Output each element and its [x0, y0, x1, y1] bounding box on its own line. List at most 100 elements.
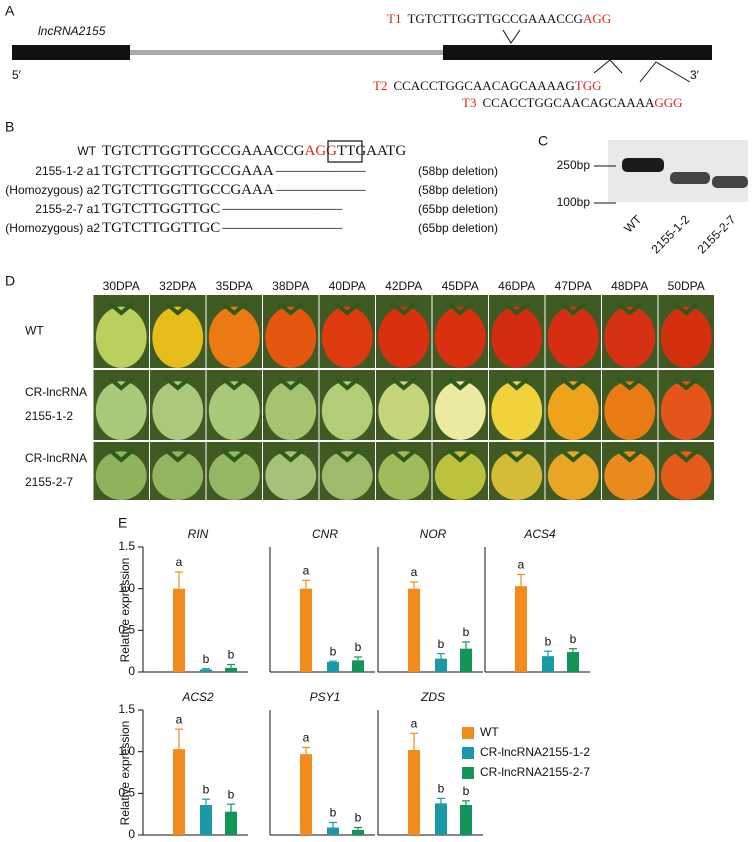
- calyx: [672, 376, 700, 391]
- fruit: [434, 381, 486, 440]
- calyx: [616, 448, 644, 463]
- lane-label: WT: [621, 212, 645, 236]
- stage-label: 48DPA: [611, 279, 648, 293]
- sequence-part: TGTCTTGGTTGCCGAAA: [102, 182, 274, 198]
- fruit: [491, 306, 543, 368]
- cut-site: [502, 29, 521, 44]
- deletion-gap: ––––––––––––––––: [221, 220, 343, 236]
- y-tick-label: 0.5: [118, 786, 135, 800]
- panel-label: E: [118, 515, 127, 531]
- row-label: 2155-2-7 a1: [35, 202, 100, 216]
- fruit: [604, 381, 656, 440]
- deletion-note: (65bp deletion): [418, 202, 498, 216]
- panel-label: A: [5, 3, 15, 19]
- fruit: [321, 306, 373, 368]
- bar: [225, 667, 237, 672]
- chart-title: ACS2: [181, 690, 214, 704]
- bar: [352, 830, 364, 835]
- fruit: [95, 381, 147, 440]
- target: T1 TGTCTTGGTTGCCGAAACCGAGG: [387, 11, 611, 26]
- panel-label: C: [538, 133, 548, 149]
- stage-label: 32DPA: [159, 279, 196, 293]
- pam-box: [327, 140, 363, 163]
- y-tick-label: 1.0: [118, 581, 135, 595]
- cut-site: [639, 61, 691, 83]
- fruit: [434, 306, 486, 368]
- fruit-photos: 30DPA 32DPA 35DPA 38DPA 40DPA 42DPA 45DPA 46DPA…: [25, 279, 714, 501]
- fruit: [208, 306, 260, 368]
- three-prime: 3′: [690, 68, 700, 82]
- significance-label: b: [228, 648, 235, 662]
- y-tick-label: 0.5: [118, 623, 135, 637]
- bar: [515, 586, 527, 672]
- legend-swatch: [462, 747, 474, 759]
- fruit: [378, 381, 430, 440]
- calyx: [220, 376, 248, 391]
- row-label: (Homozygous) a2: [5, 183, 100, 197]
- bar: [460, 805, 472, 835]
- significance-label: b: [355, 640, 362, 654]
- deletion-gap: ––––––––––––––––: [221, 201, 343, 217]
- bar: [225, 811, 237, 835]
- significance-label: b: [228, 787, 235, 801]
- calyx: [390, 448, 418, 463]
- significance-label: b: [463, 625, 470, 639]
- y-tick-label: 1.5: [118, 702, 135, 716]
- calyx: [107, 301, 135, 316]
- stage-label: 40DPA: [329, 279, 366, 293]
- calyx: [390, 376, 418, 391]
- calyx: [559, 448, 587, 463]
- calyx: [107, 376, 135, 391]
- calyx: [672, 301, 700, 316]
- row-label: CR-lncRNA: [25, 385, 87, 399]
- y-tick-label: 1.5: [118, 539, 135, 553]
- fruit: [491, 451, 543, 501]
- calyx: [164, 448, 192, 463]
- stage-label: 50DPA: [668, 279, 705, 293]
- gene-name: lncRNA2155: [38, 24, 106, 38]
- chart-title: RIN: [188, 527, 209, 541]
- allele-rows: 2155-1-2 a1 TGTCTTGGTTGCCGAAA ––––––––––––…: [5, 163, 498, 236]
- y-axis-title: Relative expression: [118, 558, 132, 663]
- exon: [12, 45, 130, 60]
- calyx: [390, 301, 418, 316]
- row-label: 2155-1-2: [25, 409, 73, 423]
- intron: [130, 50, 443, 55]
- chart-title: ZDS: [420, 690, 445, 704]
- significance-label: b: [438, 782, 445, 796]
- bar: [300, 588, 312, 672]
- row-label: CR-lncRNA: [25, 451, 87, 465]
- legend-swatch: [462, 727, 474, 739]
- fruit: [265, 381, 317, 440]
- fruit: [378, 451, 430, 501]
- y-tick-label: 0: [128, 827, 135, 841]
- fruit: [208, 381, 260, 440]
- bar: [173, 749, 185, 835]
- bar: [435, 803, 447, 835]
- significance-label: a: [518, 558, 525, 572]
- calyx: [503, 376, 531, 391]
- fruit: [152, 381, 204, 440]
- sequence: TGTCTTGGTTGC ––––––––––––––––: [102, 220, 343, 236]
- calyx: [446, 301, 474, 316]
- calyx: [333, 448, 361, 463]
- deletion-note: (65bp deletion): [418, 221, 498, 235]
- sequence-part: TGTCTTGGTTGC: [102, 220, 220, 236]
- legend-label: CR-lncRNA2155-1-2: [480, 745, 590, 759]
- stage-label: 42DPA: [385, 279, 422, 293]
- chart-title: CNR: [312, 527, 338, 541]
- fruit: [660, 306, 712, 368]
- sequence: TGTCTTGGTTGCCGAAA ––––––––––––: [102, 163, 366, 179]
- band: [670, 172, 710, 184]
- bar: [327, 827, 339, 835]
- cut-site: [593, 59, 623, 74]
- panel-label: B: [5, 119, 14, 135]
- sequence-part: TGTCTTGGTTGCCGAAA: [102, 163, 274, 179]
- bar: [352, 660, 364, 672]
- target: T3 CCACCTGGCAACAGCAAAAGGG: [462, 95, 683, 110]
- significance-label: a: [303, 731, 310, 745]
- target: T2 CCACCTGGCAACAGCAAAAGTGG: [373, 78, 601, 93]
- stage-label: 45DPA: [442, 279, 479, 293]
- significance-label: b: [438, 637, 445, 651]
